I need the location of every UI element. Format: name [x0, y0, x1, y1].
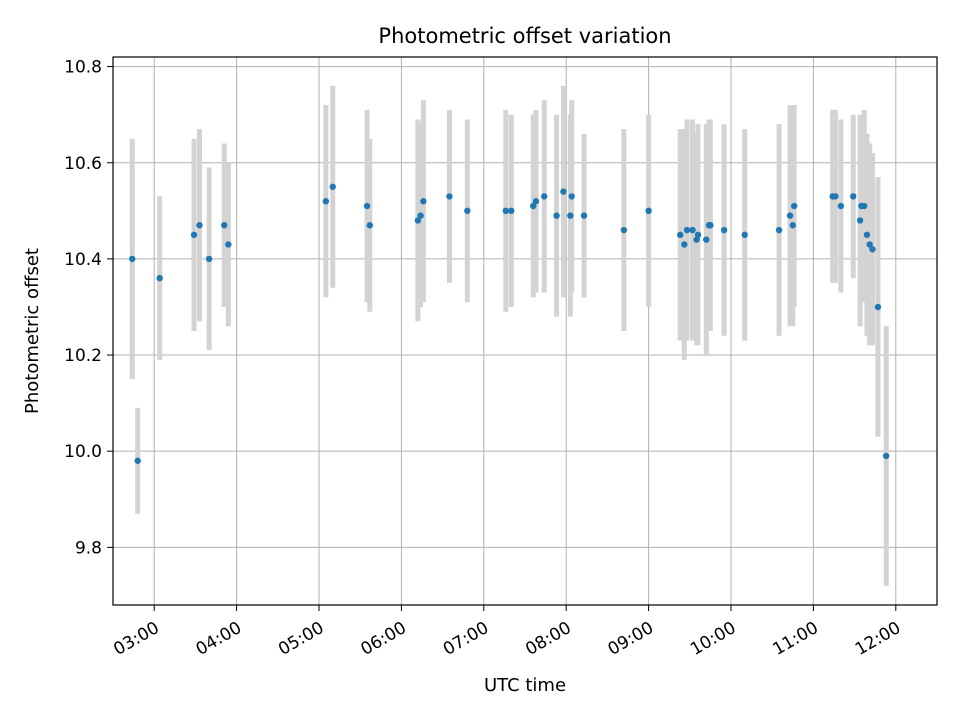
y-tick-label: 9.8 [75, 538, 102, 558]
y-tick-label: 10.0 [64, 442, 102, 462]
data-point [866, 241, 873, 248]
data-point [789, 222, 796, 229]
data-point [775, 226, 783, 234]
data-point [134, 457, 141, 464]
y-tick-label: 10.8 [64, 58, 102, 78]
data-point [205, 255, 213, 263]
data-point [741, 231, 748, 239]
data-point [861, 202, 868, 210]
data-point [156, 274, 163, 282]
data-point [530, 202, 537, 210]
data-point [707, 222, 714, 229]
data-point [681, 241, 688, 248]
grid [113, 57, 937, 605]
data-point [221, 222, 228, 229]
data-point [464, 207, 471, 215]
data-point [532, 198, 540, 205]
data-point [832, 193, 839, 200]
data-point [837, 202, 845, 210]
data-point [366, 222, 374, 229]
y-tick-label: 10.4 [64, 250, 102, 270]
data-point [703, 236, 710, 243]
y-tick-label: 10.2 [64, 346, 102, 366]
data-point [882, 452, 890, 460]
data-point [420, 198, 427, 205]
data-point [856, 217, 864, 224]
data-point [790, 202, 798, 210]
data-point [129, 255, 136, 263]
chart-title: Photometric offset variation [378, 24, 671, 48]
data-point [196, 222, 203, 229]
data-point [786, 212, 794, 219]
y-axis: 9.8 10.0 10.2 10.4 10.6 10.8 [64, 58, 113, 558]
data-point [560, 188, 567, 195]
data-point [874, 303, 882, 311]
data-point [720, 226, 728, 234]
data-point [508, 207, 515, 215]
data-point [620, 226, 628, 234]
data-point [850, 193, 857, 200]
data-point [190, 231, 198, 239]
data-point [694, 231, 702, 239]
data-point [322, 198, 330, 205]
data-point [446, 193, 453, 200]
data-point [502, 207, 509, 215]
data-point [863, 231, 871, 239]
data-point [225, 241, 232, 248]
data-point [869, 246, 876, 253]
data-point [693, 236, 700, 243]
data-point [567, 212, 574, 219]
data-point [553, 212, 560, 219]
data-point [363, 202, 371, 210]
data-point [580, 212, 588, 219]
data-point [329, 183, 336, 190]
data-point [414, 217, 422, 224]
data-point [689, 226, 696, 234]
data-point [683, 226, 691, 234]
y-axis-label: Photometric offset [22, 248, 43, 414]
data-point [645, 207, 652, 215]
plot-frame [112, 56, 938, 606]
data-point [541, 193, 548, 200]
data-point [417, 212, 424, 219]
x-axis-label: UTC time [484, 675, 566, 696]
data-point [568, 193, 575, 200]
data-point [676, 231, 684, 239]
data-points [129, 183, 890, 464]
y-tick-label: 10.6 [64, 154, 102, 174]
